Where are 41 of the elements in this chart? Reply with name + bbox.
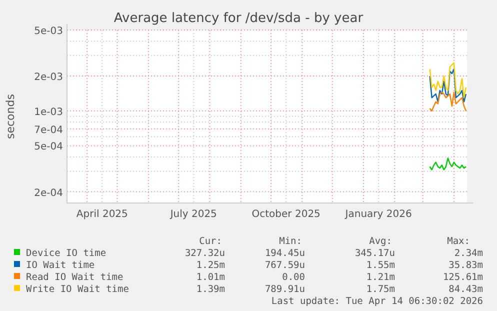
line-series bbox=[429, 92, 467, 112]
x-tick-label: January 2026 bbox=[344, 209, 412, 220]
legend-label: Device IO time bbox=[26, 248, 106, 259]
y-tick-label: 2e-03 bbox=[34, 72, 63, 84]
y-tick-label: 7e-04 bbox=[34, 124, 63, 136]
y-tick-label: 5e-04 bbox=[34, 142, 63, 153]
text: Min: bbox=[279, 236, 302, 247]
x-tick-label: October 2025 bbox=[252, 209, 320, 220]
text: Max: bbox=[447, 236, 470, 247]
text: 767.59u bbox=[264, 260, 305, 271]
text: 1.75m bbox=[366, 284, 396, 295]
text: Last update: Tue Apr 14 06:30:02 2026 bbox=[271, 296, 484, 307]
y-tick-label: 1e-03 bbox=[34, 106, 63, 118]
text: 84.43m bbox=[448, 284, 484, 295]
line-series bbox=[429, 62, 467, 98]
y-axis-title: seconds bbox=[4, 94, 17, 139]
text: 345.17u bbox=[354, 248, 395, 259]
text: 789.91u bbox=[264, 284, 305, 295]
text: 1.01m bbox=[196, 272, 226, 283]
text: Cur: bbox=[199, 236, 222, 247]
text: 125.61m bbox=[442, 272, 484, 283]
legend-label: Read IO Wait time bbox=[26, 272, 124, 283]
text: 1.39m bbox=[196, 284, 226, 295]
text: 327.32u bbox=[184, 248, 225, 259]
chart-title: Average latency for /dev/sda - by year bbox=[114, 11, 364, 26]
legend-label: Write IO Wait time bbox=[26, 284, 130, 295]
text: 2.34m bbox=[454, 248, 484, 259]
line-series bbox=[429, 158, 467, 170]
text: 0.00 bbox=[282, 272, 306, 283]
x-tick-label: July 2025 bbox=[169, 209, 217, 220]
text: 1.55m bbox=[366, 260, 396, 271]
x-tick-label: April 2025 bbox=[76, 209, 128, 220]
y-tick-label: 2e-04 bbox=[34, 188, 63, 199]
line-series bbox=[429, 68, 467, 102]
legend-label: IO Wait time bbox=[26, 260, 95, 271]
text: 35.83m bbox=[448, 260, 484, 271]
y-tick-label: 5e-03 bbox=[34, 26, 63, 37]
text: Avg: bbox=[369, 236, 392, 247]
text: 194.45u bbox=[264, 248, 305, 259]
text: 1.25m bbox=[196, 260, 226, 271]
text: 1.21m bbox=[366, 272, 396, 283]
